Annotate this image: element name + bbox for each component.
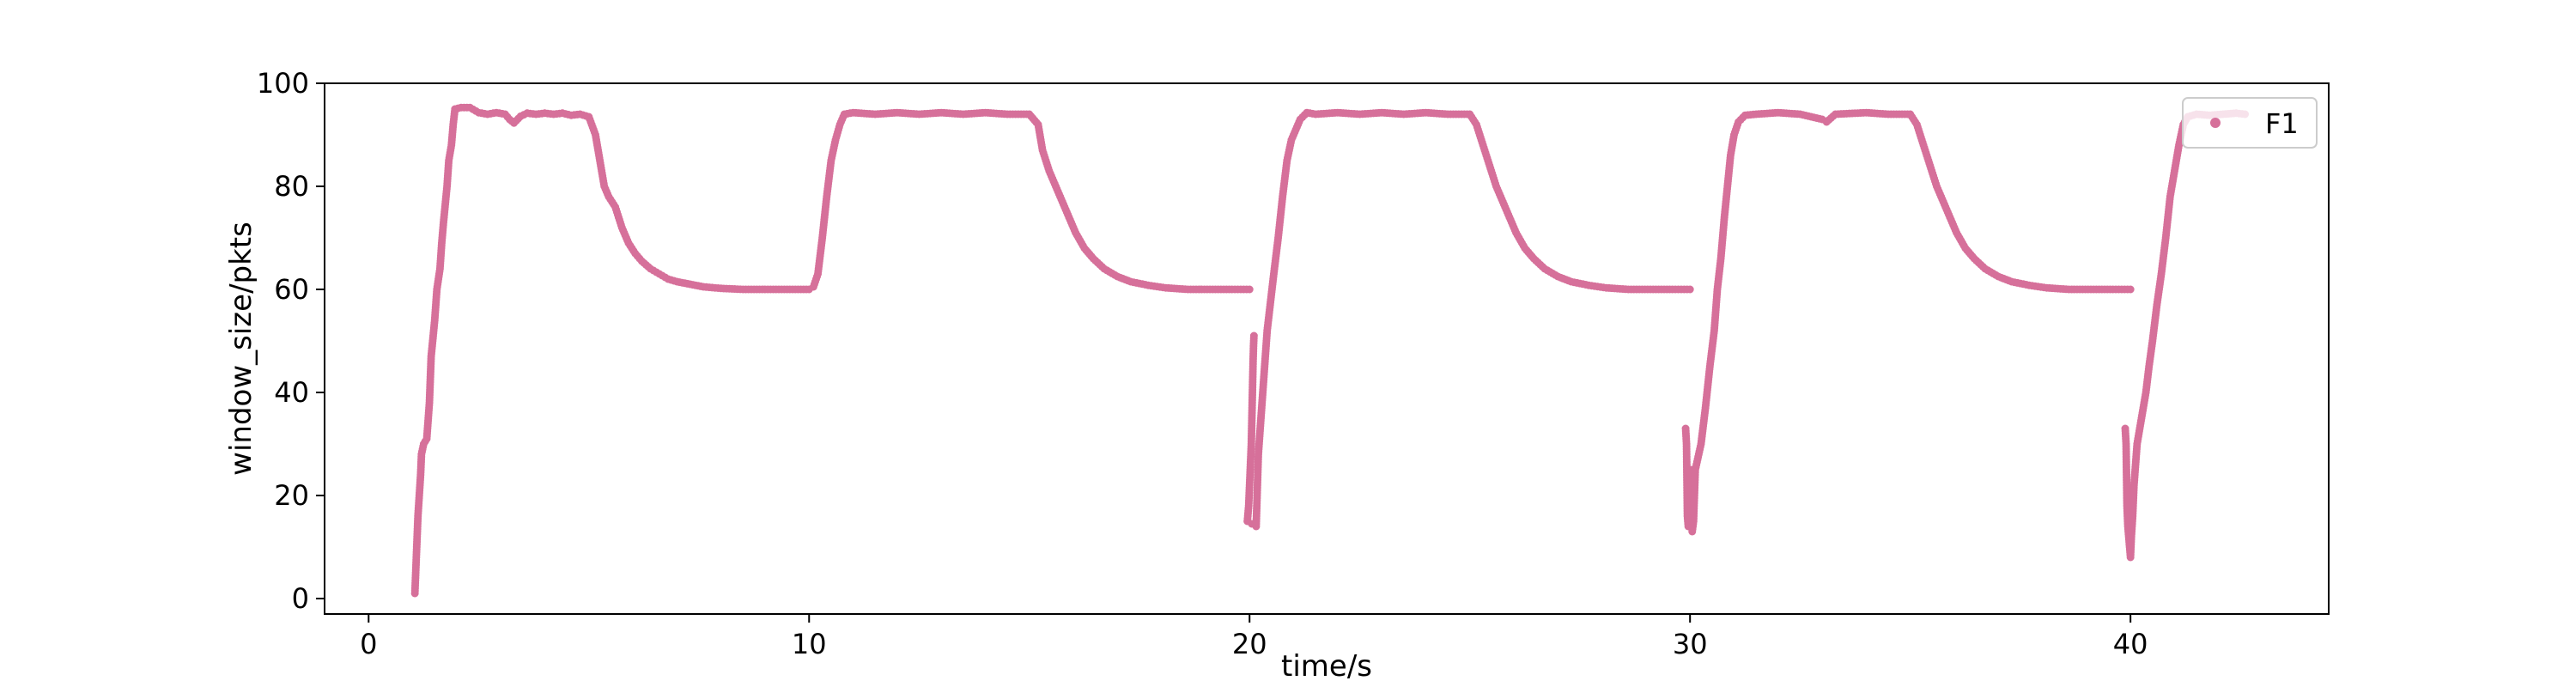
y-tick-label: 40 [274, 376, 309, 409]
data-point [1249, 331, 1258, 340]
x-tick-label: 0 [360, 628, 377, 660]
y-tick-label: 0 [292, 582, 309, 615]
legend-label-f1: F1 [2265, 107, 2299, 140]
y-tick-label: 60 [274, 273, 309, 306]
x-axis: 0 10 20 30 40 [360, 614, 2148, 660]
series-f1 [410, 103, 2250, 598]
y-tick-label: 80 [274, 170, 309, 203]
x-tick-label: 10 [792, 628, 827, 660]
x-axis-label: time/s [1281, 649, 1372, 684]
x-tick-label: 40 [2113, 628, 2148, 660]
data-point [2126, 285, 2135, 294]
y-tick-label: 100 [257, 67, 309, 100]
legend-box [2182, 97, 2318, 149]
y-axis-label: window_size/pkts [224, 222, 258, 476]
x-tick-label: 20 [1232, 628, 1267, 660]
legend-marker [2210, 118, 2221, 128]
y-tick-label: 20 [274, 479, 309, 512]
series-layer [410, 103, 2250, 598]
data-point [1686, 285, 1694, 294]
x-tick-label: 30 [1673, 628, 1708, 660]
plot-frame [324, 82, 2330, 615]
y-axis: 0 20 40 60 80 100 [257, 67, 325, 615]
data-point [1245, 285, 1254, 294]
legend: F1 [2182, 97, 2318, 149]
